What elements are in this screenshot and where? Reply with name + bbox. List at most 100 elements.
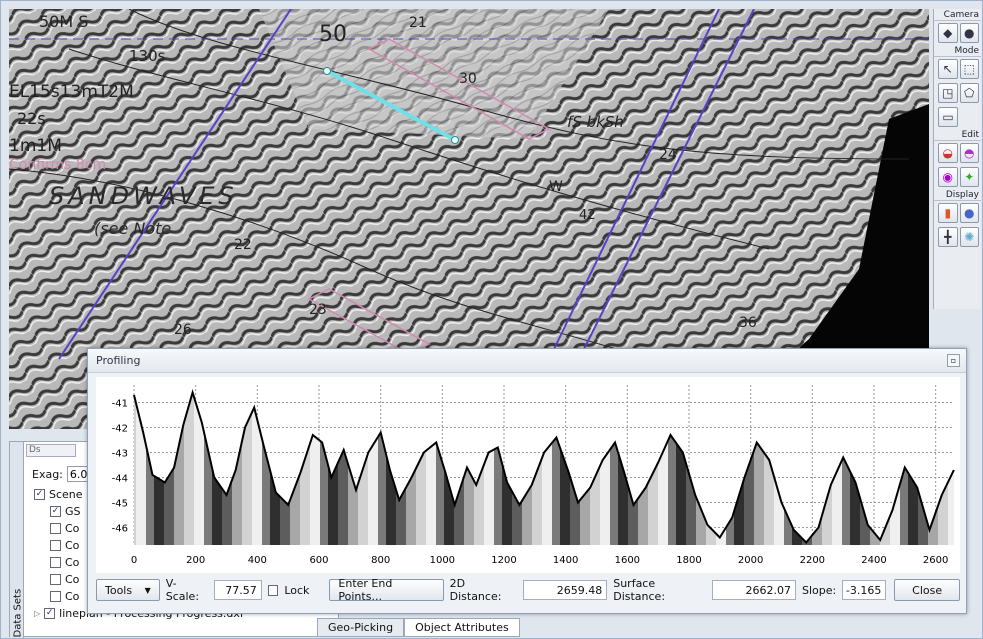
dialog-title: Profiling [88, 349, 966, 373]
expand-arrow-icon[interactable]: ▷ [34, 609, 41, 618]
x-tick-label: 2600 [923, 555, 948, 566]
checkbox[interactable]: ✓ [50, 506, 61, 517]
enter-end-points-button[interactable]: Enter End Points... [329, 577, 444, 603]
tools-label: Tools [105, 583, 133, 597]
distance-2d-value: 2659.48 [523, 580, 608, 600]
slope-label: Slope: [802, 583, 837, 597]
display-section-label: Display [934, 189, 981, 201]
lasso-icon: ◳ [942, 86, 954, 100]
checkbox[interactable] [50, 540, 61, 551]
x-axis-ticks: 0 200 400 600 800 1000 1200 1400 1600 1800 2000 220… [131, 555, 949, 566]
x-tick-label: 800 [371, 555, 390, 566]
x-tick-label: 0 [131, 555, 137, 566]
geology-label: fS bkSh [567, 113, 624, 131]
close-button[interactable]: Close [894, 579, 960, 601]
depth-label: 42 [579, 208, 596, 223]
survey-line [553, 9, 720, 350]
tree-item-label: Co [65, 556, 80, 569]
polygon-button[interactable]: ⬠ [959, 83, 979, 103]
texture-button[interactable]: ✺ [959, 227, 979, 247]
mode-section-label: Mode [934, 45, 981, 57]
edit-surface-button[interactable]: ◒ [938, 143, 958, 163]
depth-label: 23 [309, 302, 327, 318]
pink-annotation-shape [307, 288, 431, 355]
x-tick-label: 2400 [861, 555, 886, 566]
x-tick-label: 2000 [738, 555, 763, 566]
map-code-label: 130s [129, 47, 166, 65]
tree-item[interactable]: ✓ GS [34, 503, 338, 520]
tree-item-label: Scene [49, 488, 83, 501]
depth-label-30: 30 [459, 71, 477, 87]
depth-label: W [549, 179, 563, 195]
see-note-label: (see Note [94, 219, 171, 238]
depth-label: 36 [739, 315, 757, 331]
camera-fly-button[interactable]: ● [959, 23, 979, 43]
tab-geo-picking[interactable]: Geo-Picking [317, 618, 405, 637]
edit-section-label: Edit [934, 129, 981, 141]
profiling-controls: Tools ▼ V-Scale: 77.57 Lock Enter End Po… [96, 577, 960, 603]
profile-end-handle[interactable] [451, 136, 459, 144]
checkbox[interactable] [50, 523, 61, 534]
dropdown-arrow-icon: ▼ [144, 585, 151, 595]
select-mode-button[interactable]: ↖ [938, 59, 958, 79]
profile-chart[interactable]: -41 -42 -43 -44 -45 -46 0 200 400 600 800 1000 1200… [96, 377, 960, 573]
shading-button[interactable]: ● [959, 203, 979, 223]
profile-start-handle[interactable] [323, 67, 331, 75]
x-tick-label: 2200 [800, 555, 825, 566]
y-tick-label: -43 [112, 449, 128, 460]
scene-viewport[interactable]: 50 30 21 50M S 130s EL15s13mT2M 1m1M 22s… [9, 9, 929, 429]
tools-button[interactable]: Tools ▼ [96, 579, 160, 601]
depth-label: 22 [234, 237, 252, 253]
tree-item[interactable]: ✓ Scene [34, 486, 338, 503]
surface-distance-value: 2662.07 [711, 580, 796, 600]
y-axis-ticks: -41 -42 -43 -44 -45 -46 [112, 399, 128, 535]
colormap-button[interactable]: ▮ [938, 203, 958, 223]
axis-button[interactable]: ╋ [938, 227, 958, 247]
sandwaves-label: SANDWAVES [49, 182, 238, 210]
tree-item[interactable]: Co [34, 588, 338, 605]
exaggeration-label: Exag: [32, 467, 63, 481]
depth-label: 24 [659, 147, 677, 163]
cursor-icon: ↖ [942, 62, 953, 76]
edit-points-button[interactable]: ◓ [959, 143, 979, 163]
checkbox[interactable] [50, 574, 61, 585]
pink-annotation-text: Confirms 8cm [9, 157, 106, 173]
texture-icon: ✺ [964, 230, 975, 244]
y-tick-label: -42 [112, 424, 128, 435]
checkbox[interactable]: ✓ [34, 489, 45, 500]
profile-line[interactable] [326, 69, 456, 142]
restore-window-icon[interactable]: ▫ [947, 354, 960, 367]
edit-color-button[interactable]: ◉ [938, 167, 958, 187]
checkbox[interactable] [50, 591, 61, 602]
checkbox[interactable]: ✓ [44, 608, 56, 619]
seabed-surface-render[interactable]: 50 30 21 50M S 130s EL15s13mT2M 1m1M 22s… [9, 9, 929, 429]
lock-checkbox[interactable] [267, 584, 279, 596]
camera-icon: ◆ [943, 26, 953, 40]
tab-object-attributes[interactable]: Object Attributes [404, 618, 520, 637]
pick-button[interactable]: ▭ [938, 107, 958, 127]
axis-icon: ╋ [944, 230, 952, 244]
lasso-button[interactable]: ◳ [938, 83, 958, 103]
lock-label: Lock [284, 583, 310, 597]
filter-input[interactable]: Ds [26, 444, 76, 457]
checkbox[interactable] [50, 557, 61, 568]
smooth-seabed-band [259, 9, 609, 139]
seabed-ripple-area [9, 9, 929, 429]
profile-chart-svg: -41 -42 -43 -44 -45 -46 0 200 400 600 800 1000 1200… [112, 385, 955, 566]
tree-item[interactable]: Co [34, 554, 338, 571]
vscale-input[interactable]: 77.57 [213, 580, 262, 600]
colormap-icon: ▮ [944, 206, 952, 220]
fly-icon: ● [964, 26, 975, 40]
x-tick-label: 400 [248, 555, 267, 566]
box-select-button[interactable]: ⬚ [959, 59, 979, 79]
tree-item[interactable]: Co [34, 520, 338, 537]
data-sets-tab[interactable]: Data Sets [10, 442, 24, 638]
x-tick-label: 600 [309, 555, 328, 566]
contour-line [128, 9, 910, 160]
camera-rotate-button[interactable]: ◆ [938, 23, 958, 43]
surface-distance-label: Surface Distance: [613, 577, 666, 603]
tree-item[interactable]: Co [34, 571, 338, 588]
surface-edit-icon: ◒ [942, 146, 953, 160]
edit-flag-button[interactable]: ✦ [959, 167, 979, 187]
tree-item[interactable]: Co [34, 537, 338, 554]
